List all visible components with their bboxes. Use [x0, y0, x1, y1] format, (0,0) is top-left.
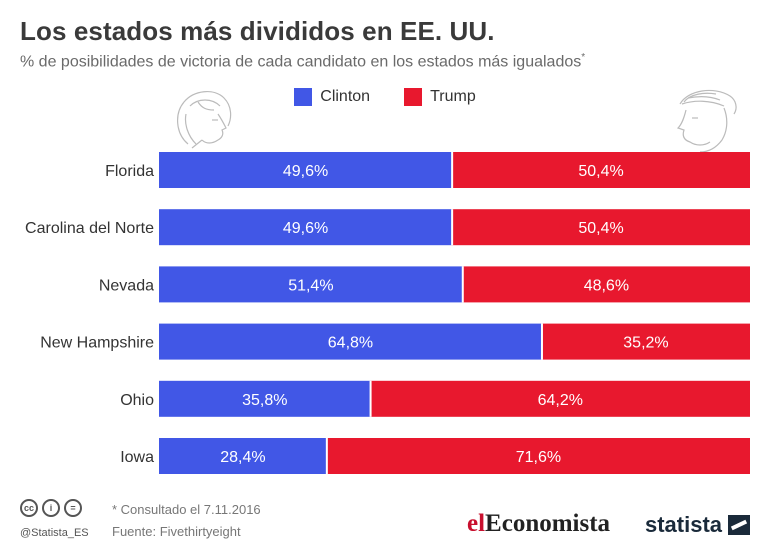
- bar-separator-new-hampshire: [540, 323, 543, 360]
- data-label-trump-nevada: 48,6%: [584, 277, 629, 294]
- data-label-trump-iowa: 71,6%: [516, 449, 561, 466]
- eleconomista-logo: elEconomista: [467, 510, 610, 538]
- legend-item-trump: Trump: [404, 88, 476, 106]
- data-label-clinton-carolina-del-norte: 49,6%: [283, 220, 328, 237]
- data-label-clinton-iowa: 28,4%: [220, 449, 265, 466]
- statista-logo: statista: [645, 512, 751, 538]
- data-label-clinton-nevada: 51,4%: [288, 277, 333, 294]
- bar-trump-nevada: [462, 266, 750, 303]
- bar-trump-ohio: [370, 380, 750, 417]
- legend-item-clinton: Clinton: [294, 88, 370, 106]
- bar-trump-new-hampshire: [541, 323, 750, 360]
- license-icons: cc i =: [20, 499, 82, 517]
- bar-trump-carolina-del-norte: [452, 209, 750, 246]
- category-label-iowa: Iowa: [120, 449, 154, 466]
- bar-clinton-iowa: [159, 438, 327, 474]
- eleconomista-logo-el: el: [467, 510, 486, 537]
- category-label-nevada: Nevada: [99, 277, 154, 294]
- data-label-trump-ohio: 64,2%: [538, 392, 583, 409]
- category-label-ohio: Ohio: [120, 392, 154, 409]
- no-derivatives-icon: =: [64, 499, 82, 517]
- category-label-carolina-del-norte: Carolina del Norte: [25, 220, 154, 237]
- bar-clinton-new-hampshire: [159, 323, 542, 360]
- data-label-trump-new-hampshire: 35,2%: [623, 335, 668, 352]
- legend: Clinton Trump: [0, 88, 770, 106]
- bar-separator-florida: [451, 152, 454, 188]
- attribution-icon: i: [42, 499, 60, 517]
- clinton-portrait-icon: [177, 91, 232, 149]
- creative-commons-icon: cc: [20, 499, 38, 517]
- eleconomista-logo-name: Economista: [485, 510, 611, 537]
- category-label-new-hampshire: New Hampshire: [40, 335, 154, 352]
- data-label-clinton-florida: 49,6%: [283, 163, 328, 180]
- data-label-clinton-ohio: 35,8%: [242, 392, 287, 409]
- statista-handle: @Statista_ES: [20, 527, 89, 539]
- subtitle-footnote-mark: *: [581, 52, 586, 63]
- legend-label-clinton: Clinton: [320, 88, 371, 105]
- bar-clinton-nevada: [159, 266, 463, 303]
- bar-trump-iowa: [326, 438, 750, 474]
- legend-label-trump: Trump: [430, 88, 476, 105]
- footer-source: Fuente: Fivethirtyeight: [112, 524, 241, 539]
- data-label-clinton-new-hampshire: 64,8%: [328, 335, 373, 352]
- bar-separator-iowa: [325, 438, 328, 474]
- data-label-trump-florida: 50,4%: [578, 163, 623, 180]
- bar-trump-florida: [452, 152, 750, 188]
- footer-note: * Consultado el 7.11.2016: [112, 502, 261, 517]
- legend-swatch-trump: [404, 88, 423, 106]
- statista-mark-icon: [728, 515, 751, 535]
- bar-separator-nevada: [461, 266, 464, 303]
- data-label-trump-carolina-del-norte: 50,4%: [578, 220, 623, 237]
- bar-clinton-florida: [159, 152, 453, 188]
- chart-subtitle: % de posibilidades de victoria de cada c…: [20, 52, 585, 71]
- bar-separator-ohio: [369, 380, 372, 417]
- bar-separator-carolina-del-norte: [451, 209, 454, 246]
- legend-swatch-clinton: [294, 88, 313, 106]
- subtitle-text: % de posibilidades de victoria de cada c…: [20, 53, 582, 71]
- chart-title: Los estados más divididos en EE. UU.: [20, 16, 495, 46]
- category-label-florida: Florida: [105, 163, 154, 180]
- bar-clinton-ohio: [159, 380, 371, 417]
- trump-portrait-icon: [676, 89, 737, 153]
- statista-logo-text: statista: [645, 512, 723, 537]
- bar-clinton-carolina-del-norte: [159, 209, 453, 246]
